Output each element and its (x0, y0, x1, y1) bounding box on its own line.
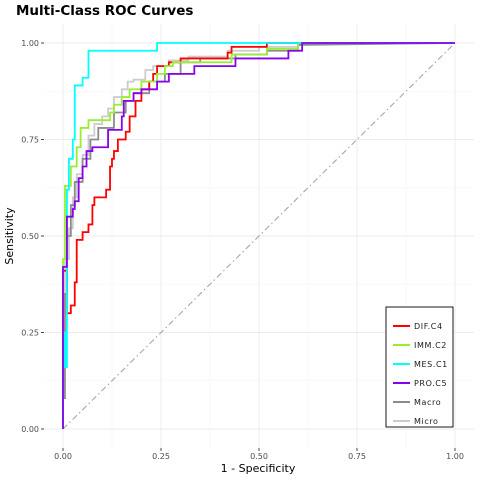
x-tick-label: 0.50 (250, 452, 268, 461)
y-axis-ticks: 0.00 0.25 0.50 0.75 1.00 (21, 39, 44, 434)
series-lines (62, 42, 456, 429)
series-line-mes-c1 (62, 42, 455, 429)
x-tick-label: 0.75 (348, 452, 366, 461)
y-tick-label: 0.25 (21, 329, 39, 338)
legend-label-mes-c1: MES.C1 (414, 360, 448, 369)
y-tick-label: 0.00 (21, 425, 39, 434)
legend-label-pro-c5: PRO.C5 (414, 379, 447, 388)
y-tick-label: 0.50 (21, 232, 39, 241)
legend-label-imm-c2: IMM.C2 (414, 341, 447, 350)
series-line-micro (62, 42, 456, 429)
legend-label-micro: Micro (414, 417, 439, 426)
x-tick-label: 0.00 (54, 452, 72, 461)
chart-title: Multi-Class ROC Curves (16, 3, 193, 19)
x-axis-title: 1 - Specificity (221, 462, 296, 475)
series-line-imm-c2 (62, 42, 455, 429)
x-tick-label: 1.00 (446, 452, 464, 461)
legend: DIF.C4 IMM.C2 MES.C1 PRO.C5 Macro Micro (385, 306, 454, 428)
chance-diagonal (62, 42, 456, 430)
diagonal-line (62, 42, 456, 430)
y-tick-label: 0.75 (21, 136, 39, 145)
legend-label-dif-c4: DIF.C4 (414, 322, 443, 331)
y-axis-title: Sensitivity (3, 207, 16, 265)
y-tick-label: 1.00 (21, 39, 39, 48)
series-line-pro-c5 (62, 42, 455, 429)
x-axis-ticks: 0.00 0.25 0.50 0.75 1.00 (54, 448, 464, 461)
legend-label-macro: Macro (414, 398, 441, 407)
x-tick-label: 0.25 (152, 452, 170, 461)
